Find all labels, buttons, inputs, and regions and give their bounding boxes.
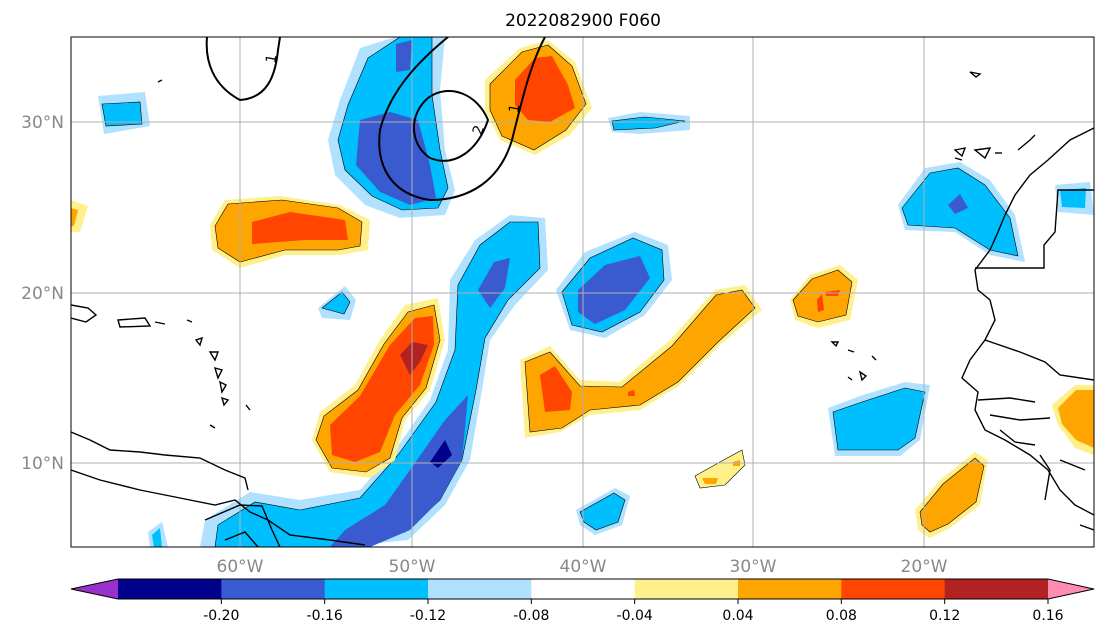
negative-anomaly-small-west — [318, 286, 356, 320]
colorbar: -0.20 -0.16 -0.12 -0.08 -0.04 0.04 0.08 0.12 0.1… — [70, 578, 1095, 624]
lon-label: 40°W — [560, 557, 607, 577]
contour-lines — [205, 37, 546, 202]
longitude-labels: 60°W 50°W 40°W 30°W 20°W — [217, 557, 948, 577]
lon-label: 50°W — [389, 557, 436, 577]
negative-anomaly-north-central — [328, 37, 455, 218]
colorbar-tick-label: 0.08 — [826, 608, 857, 624]
positive-anomaly-small-east — [790, 265, 858, 328]
negative-anomaly-west — [98, 92, 150, 134]
colorbar-tick-label: -0.12 — [410, 608, 446, 624]
positive-anomaly-edge — [71, 200, 88, 232]
colorbar-tick-label: -0.04 — [617, 608, 653, 624]
colorbar-segment — [634, 579, 739, 599]
contour-label-west: 1 — [263, 53, 280, 65]
colorbar-tick-label: 0.04 — [722, 608, 753, 624]
map-content: 1 2 1 — [71, 37, 1094, 547]
map-frame — [70, 36, 1095, 548]
colorbar-segment — [531, 579, 636, 599]
lat-label: 20°N — [21, 284, 64, 304]
colorbar-segment — [428, 579, 532, 599]
negative-anomaly-small-south — [576, 488, 630, 535]
latitude-labels: 30°N 20°N 10°N — [21, 113, 64, 474]
lat-label: 10°N — [21, 454, 64, 474]
colorbar-segment — [118, 579, 222, 599]
negative-anomaly-central — [556, 232, 672, 338]
lon-label: 60°W — [217, 557, 264, 577]
negative-anomaly-elongated — [608, 112, 690, 134]
colorbar-segment — [944, 579, 1049, 599]
graticule — [71, 37, 1094, 547]
map-title: 2022082900 F060 — [505, 11, 661, 31]
colorbar-segment — [738, 579, 842, 599]
positive-anomaly-southeast — [915, 452, 988, 538]
colorbar-tick-label: -0.16 — [307, 608, 343, 624]
colorbar-segment — [324, 579, 429, 599]
colorbar-segment — [221, 579, 326, 599]
colorbar-tick-label: 0.12 — [929, 608, 960, 624]
contour-label-outer: 1 — [506, 103, 523, 115]
colorbar-extend-high — [1048, 579, 1094, 599]
lat-label: 30°N — [21, 113, 64, 133]
positive-anomaly-east-edge — [1052, 385, 1094, 455]
negative-anomaly-diagonal-band — [148, 215, 548, 547]
lon-label: 20°W — [901, 557, 948, 577]
colorbar-segment — [841, 579, 946, 599]
colorbar-extend-low — [71, 579, 118, 599]
colorbar-outline — [70, 578, 1095, 600]
colorbar-tick-label: -0.20 — [203, 608, 239, 624]
negative-anomaly-southeast — [828, 382, 930, 456]
positive-anomaly-small-yellow — [694, 449, 746, 489]
lon-label: 30°W — [730, 557, 777, 577]
coastlines — [71, 71, 1094, 547]
positive-anomaly-west-band — [210, 196, 370, 268]
colorbar-tick-label: -0.08 — [513, 608, 549, 624]
colorbar-tick-label: 0.16 — [1032, 608, 1063, 624]
